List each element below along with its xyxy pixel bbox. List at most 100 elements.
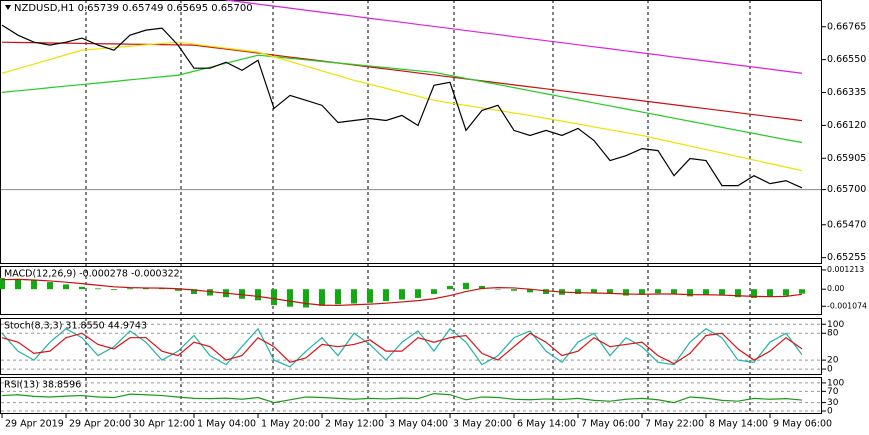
histogram-bar [207, 289, 213, 296]
histogram-bar [79, 286, 85, 290]
y-tick-label: 100 [827, 378, 844, 388]
histogram-bar [671, 289, 677, 294]
histogram-bar [703, 289, 709, 295]
y-tick-label: 0.65905 [827, 153, 866, 164]
y-tick-label: 0.66765 [827, 21, 866, 32]
histogram-bar [687, 289, 693, 297]
histogram-bar [655, 289, 661, 294]
histogram-bar [735, 289, 741, 298]
x-tick-label: 8 May 14:00 [709, 419, 768, 430]
histogram-bar [383, 289, 389, 302]
x-tick-label: 9 May 06:00 [773, 419, 832, 430]
histogram-bar [463, 282, 469, 290]
y-tick-label: 0.00 [827, 284, 844, 293]
stoch-pane [0, 318, 822, 375]
histogram-bar [447, 286, 453, 290]
main-pane [0, 0, 822, 264]
histogram-bar [47, 282, 53, 290]
histogram-bar [127, 288, 133, 290]
series-line [1, 327, 803, 368]
histogram-bar [767, 289, 773, 298]
y-tick-label: 0.66335 [827, 87, 866, 98]
histogram-bar [287, 289, 293, 307]
pane-title: MACD(12,26,9) -0.000278 -0.000322 [4, 269, 180, 280]
histogram-bar [255, 289, 261, 301]
symbol-arrow [5, 5, 11, 10]
rsi-pane [0, 377, 822, 414]
series-line [1, 332, 803, 365]
y-tick-label: 0 [827, 365, 833, 375]
macd-pane [0, 266, 822, 315]
y-tick-label: 0 [827, 407, 833, 417]
histogram-bar [367, 289, 373, 303]
series-line [1, 278, 803, 307]
histogram-bar [0, 278, 5, 290]
histogram-bar [303, 289, 309, 308]
histogram-bar [175, 289, 181, 291]
histogram-bar [591, 289, 597, 294]
y-tick-label: 0.65470 [827, 219, 866, 230]
histogram-bar [351, 289, 357, 304]
histogram-bar [623, 289, 629, 296]
pane-title: RSI(13) 38.8596 [4, 380, 81, 391]
histogram-bar [111, 289, 117, 290]
histogram-bar [783, 289, 789, 296]
histogram-bar [479, 286, 485, 290]
histogram-bar [399, 289, 405, 300]
x-tick-label: 6 May 14:00 [517, 419, 576, 430]
histogram-bar [527, 289, 533, 293]
histogram-bar [751, 289, 757, 298]
x-tick-label: 1 May 20:00 [261, 419, 320, 430]
y-tick-label: 30 [827, 398, 839, 408]
histogram-bar [431, 289, 437, 294]
y-tick-label: 0.65255 [827, 252, 866, 263]
series-line [1, 41, 803, 122]
histogram-bar [95, 288, 101, 290]
x-tick-label: 29 Apr 20:00 [69, 419, 131, 430]
series-line [1, 54, 803, 144]
x-tick-label: 3 May 20:00 [453, 419, 512, 430]
histogram-bar [63, 284, 69, 290]
histogram-bar [719, 289, 725, 296]
histogram-bar [495, 289, 501, 290]
histogram-bar [607, 289, 613, 294]
y-tick-label: 20 [827, 356, 839, 366]
histogram-bar [639, 289, 645, 295]
x-tick-label: 1 May 04:00 [197, 419, 256, 430]
y-tick-label: 0.65700 [827, 184, 866, 195]
y-tick-label: 80 [827, 329, 839, 339]
x-tick-label: 29 Apr 2019 [5, 419, 64, 430]
histogram-bar [543, 289, 549, 294]
histogram-bar [191, 289, 197, 294]
series-line [1, 392, 803, 404]
histogram-bar [239, 289, 245, 299]
histogram-bar [575, 289, 581, 294]
series-line [225, 0, 803, 74]
histogram-bar [799, 289, 805, 294]
x-tick-label: 3 May 04:00 [389, 419, 448, 430]
x-tick-label: 7 May 22:00 [645, 419, 704, 430]
x-tick-label: 30 Apr 12:00 [133, 419, 195, 430]
series-line [1, 41, 803, 172]
histogram-bar [335, 289, 341, 305]
y-tick-label: 70 [827, 387, 839, 397]
pane-title: NZDUSD,H1 0.65739 0.65749 0.65695 0.6570… [14, 3, 253, 14]
y-tick-label: 0.66550 [827, 54, 866, 65]
y-tick-label: 0.66120 [827, 120, 866, 131]
day-separators [85, 0, 751, 413]
y-tick-label: 0.001213 [827, 265, 864, 274]
x-tick-label: 7 May 06:00 [581, 419, 640, 430]
histogram-bar [159, 288, 165, 290]
histogram-bar [415, 289, 421, 298]
pane-frames [0, 0, 822, 414]
x-tick-label: 2 May 12:00 [325, 419, 384, 430]
y-tick-label: 100 [827, 320, 844, 330]
pane-title: Stoch(8,3,3) 31.8550 44.9743 [4, 321, 147, 332]
histogram-bar [511, 289, 517, 291]
series-line [1, 24, 803, 189]
histogram-bar [271, 289, 277, 306]
y-tick-label: -0.001074 [827, 301, 867, 310]
histogram-bar [31, 280, 37, 290]
histogram-bar [15, 278, 21, 290]
